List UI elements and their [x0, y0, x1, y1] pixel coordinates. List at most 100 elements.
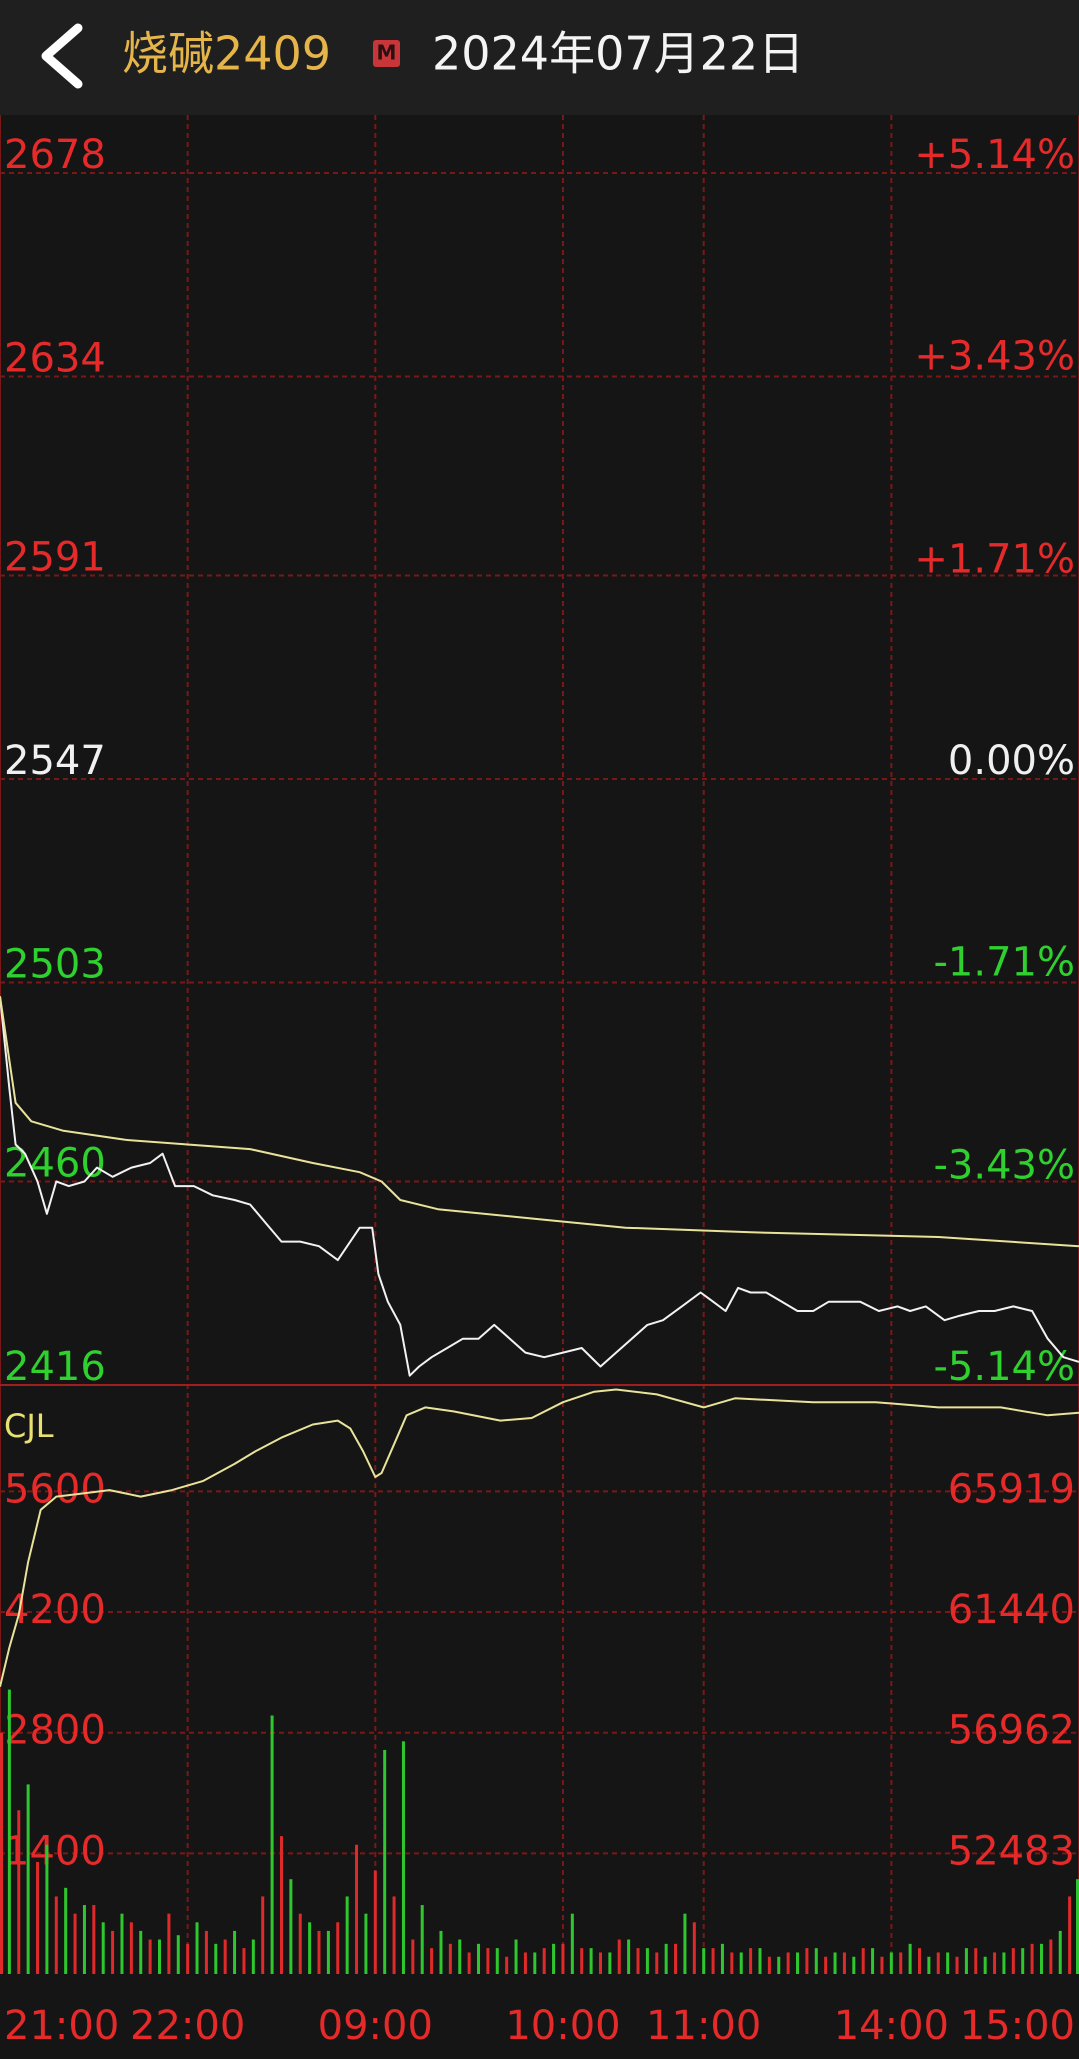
volume-bar [401, 1741, 405, 1974]
volume-bar [439, 1930, 443, 1974]
y-tick-label: 2547 [4, 738, 106, 784]
volume-bar [129, 1922, 133, 1974]
volume-bar [1021, 1948, 1025, 1974]
volume-bar [946, 1952, 950, 1974]
volume-bar [993, 1952, 997, 1974]
volume-bar [955, 1956, 959, 1974]
volume-bar [355, 1844, 359, 1974]
y-tick-label: 2591 [4, 534, 106, 580]
volume-bar [683, 1913, 687, 1974]
volume-bar [842, 1952, 846, 1974]
y2-tick-label: 0.00% [948, 738, 1075, 784]
volume-bar [242, 1948, 246, 1974]
volume-bar [1068, 1896, 1072, 1974]
volume-bar [486, 1948, 490, 1974]
volume-bar [777, 1956, 781, 1974]
volume-bar [430, 1948, 434, 1974]
y2-tick-label: -5.14% [933, 1344, 1075, 1390]
volume-bar [467, 1952, 471, 1974]
volume-bar [871, 1948, 875, 1974]
volume-bar [617, 1939, 621, 1974]
volume-bar [139, 1930, 143, 1974]
volume-bar [589, 1948, 593, 1974]
volume-bar [889, 1952, 893, 1974]
volume-bar [233, 1930, 237, 1974]
y2-tick-label: 65919 [948, 1466, 1075, 1512]
volume-bar [17, 1810, 21, 1974]
volume-bar [964, 1948, 968, 1974]
header-title: 烧碱2409 [122, 27, 331, 81]
y2-tick-label: 61440 [948, 1587, 1075, 1633]
volume-bar [655, 1952, 659, 1974]
y-tick-label: 1400 [4, 1828, 106, 1874]
volume-bar [317, 1930, 321, 1974]
volume-bar [7, 1689, 11, 1974]
open-interest-line [0, 1388, 1079, 1688]
back-button[interactable] [41, 23, 83, 89]
x-tick-label: 11:00 [646, 2003, 761, 2049]
volume-bar [552, 1943, 556, 1974]
volume-bar [899, 1952, 903, 1974]
volume-bar [345, 1896, 349, 1974]
axis-labels: 21:00 22:00 09:00 10:00 11:00 14:00 15:00 2416 2… [4, 132, 1075, 2049]
volume-bar [204, 1930, 208, 1974]
volume-bar [917, 1948, 921, 1974]
volume-bar [627, 1939, 631, 1974]
volume-bar [861, 1948, 865, 1974]
y-tick-label: 2800 [4, 1708, 106, 1754]
volume-bar [608, 1952, 612, 1974]
pane-label: CJL [4, 1407, 54, 1445]
volume-bar [523, 1952, 527, 1974]
volume-bar [580, 1948, 584, 1974]
badge: M [377, 41, 397, 65]
volume-bar [73, 1913, 77, 1974]
volume-bar [730, 1952, 734, 1974]
y-tick-label: 2460 [4, 1140, 106, 1186]
volume-bar [824, 1956, 828, 1974]
y2-tick-label: +3.43% [914, 334, 1075, 380]
volume-bar [373, 1870, 377, 1974]
volume-bar [308, 1922, 312, 1974]
volume-bar [1030, 1943, 1034, 1974]
volume-bar [692, 1922, 696, 1974]
volume-bar [26, 1784, 30, 1974]
volume-bar [561, 1943, 565, 1974]
y2-tick-label: +1.71% [914, 536, 1075, 582]
volume-bar [420, 1905, 424, 1974]
volume-bar [664, 1943, 668, 1974]
volume-bar [279, 1836, 283, 1974]
volume-bar [36, 1861, 40, 1974]
volume-bar [786, 1952, 790, 1974]
header-bar [0, 0, 1079, 115]
plot [0, 996, 1079, 1974]
volume-bar [392, 1896, 396, 1974]
volume-bar [364, 1913, 368, 1974]
volume-bar [514, 1939, 518, 1974]
x-tick-label: 15:00 [960, 2003, 1075, 2049]
volume-bar [270, 1715, 274, 1974]
volume-bar [45, 1844, 49, 1974]
volume-bar [54, 1896, 58, 1974]
volume-bar [289, 1879, 293, 1974]
y2-tick-label: -1.71% [933, 940, 1075, 986]
volume-bar [167, 1913, 171, 1974]
y-tick-label: 2416 [4, 1344, 106, 1390]
volume-bar [674, 1943, 678, 1974]
volume-bar [411, 1939, 415, 1974]
header: 烧碱2409 M 2024年07月22日 [0, 0, 1079, 115]
volume-bar [1002, 1952, 1006, 1974]
volume-bar [720, 1943, 724, 1974]
price-line [0, 996, 1079, 1248]
y2-tick-label: 56962 [948, 1708, 1075, 1754]
header-date: 2024年07月22日 [432, 27, 804, 81]
volume-bar [101, 1922, 105, 1974]
volume-bar [120, 1913, 124, 1974]
volume-bar [0, 1732, 3, 1974]
volume-bar [983, 1956, 987, 1974]
volume-bar [64, 1887, 68, 1974]
volume-bar [542, 1948, 546, 1974]
volume-bar [1011, 1948, 1015, 1974]
grid [0, 115, 1079, 1974]
volume-bar [1049, 1939, 1053, 1974]
volume-bar [833, 1952, 837, 1974]
